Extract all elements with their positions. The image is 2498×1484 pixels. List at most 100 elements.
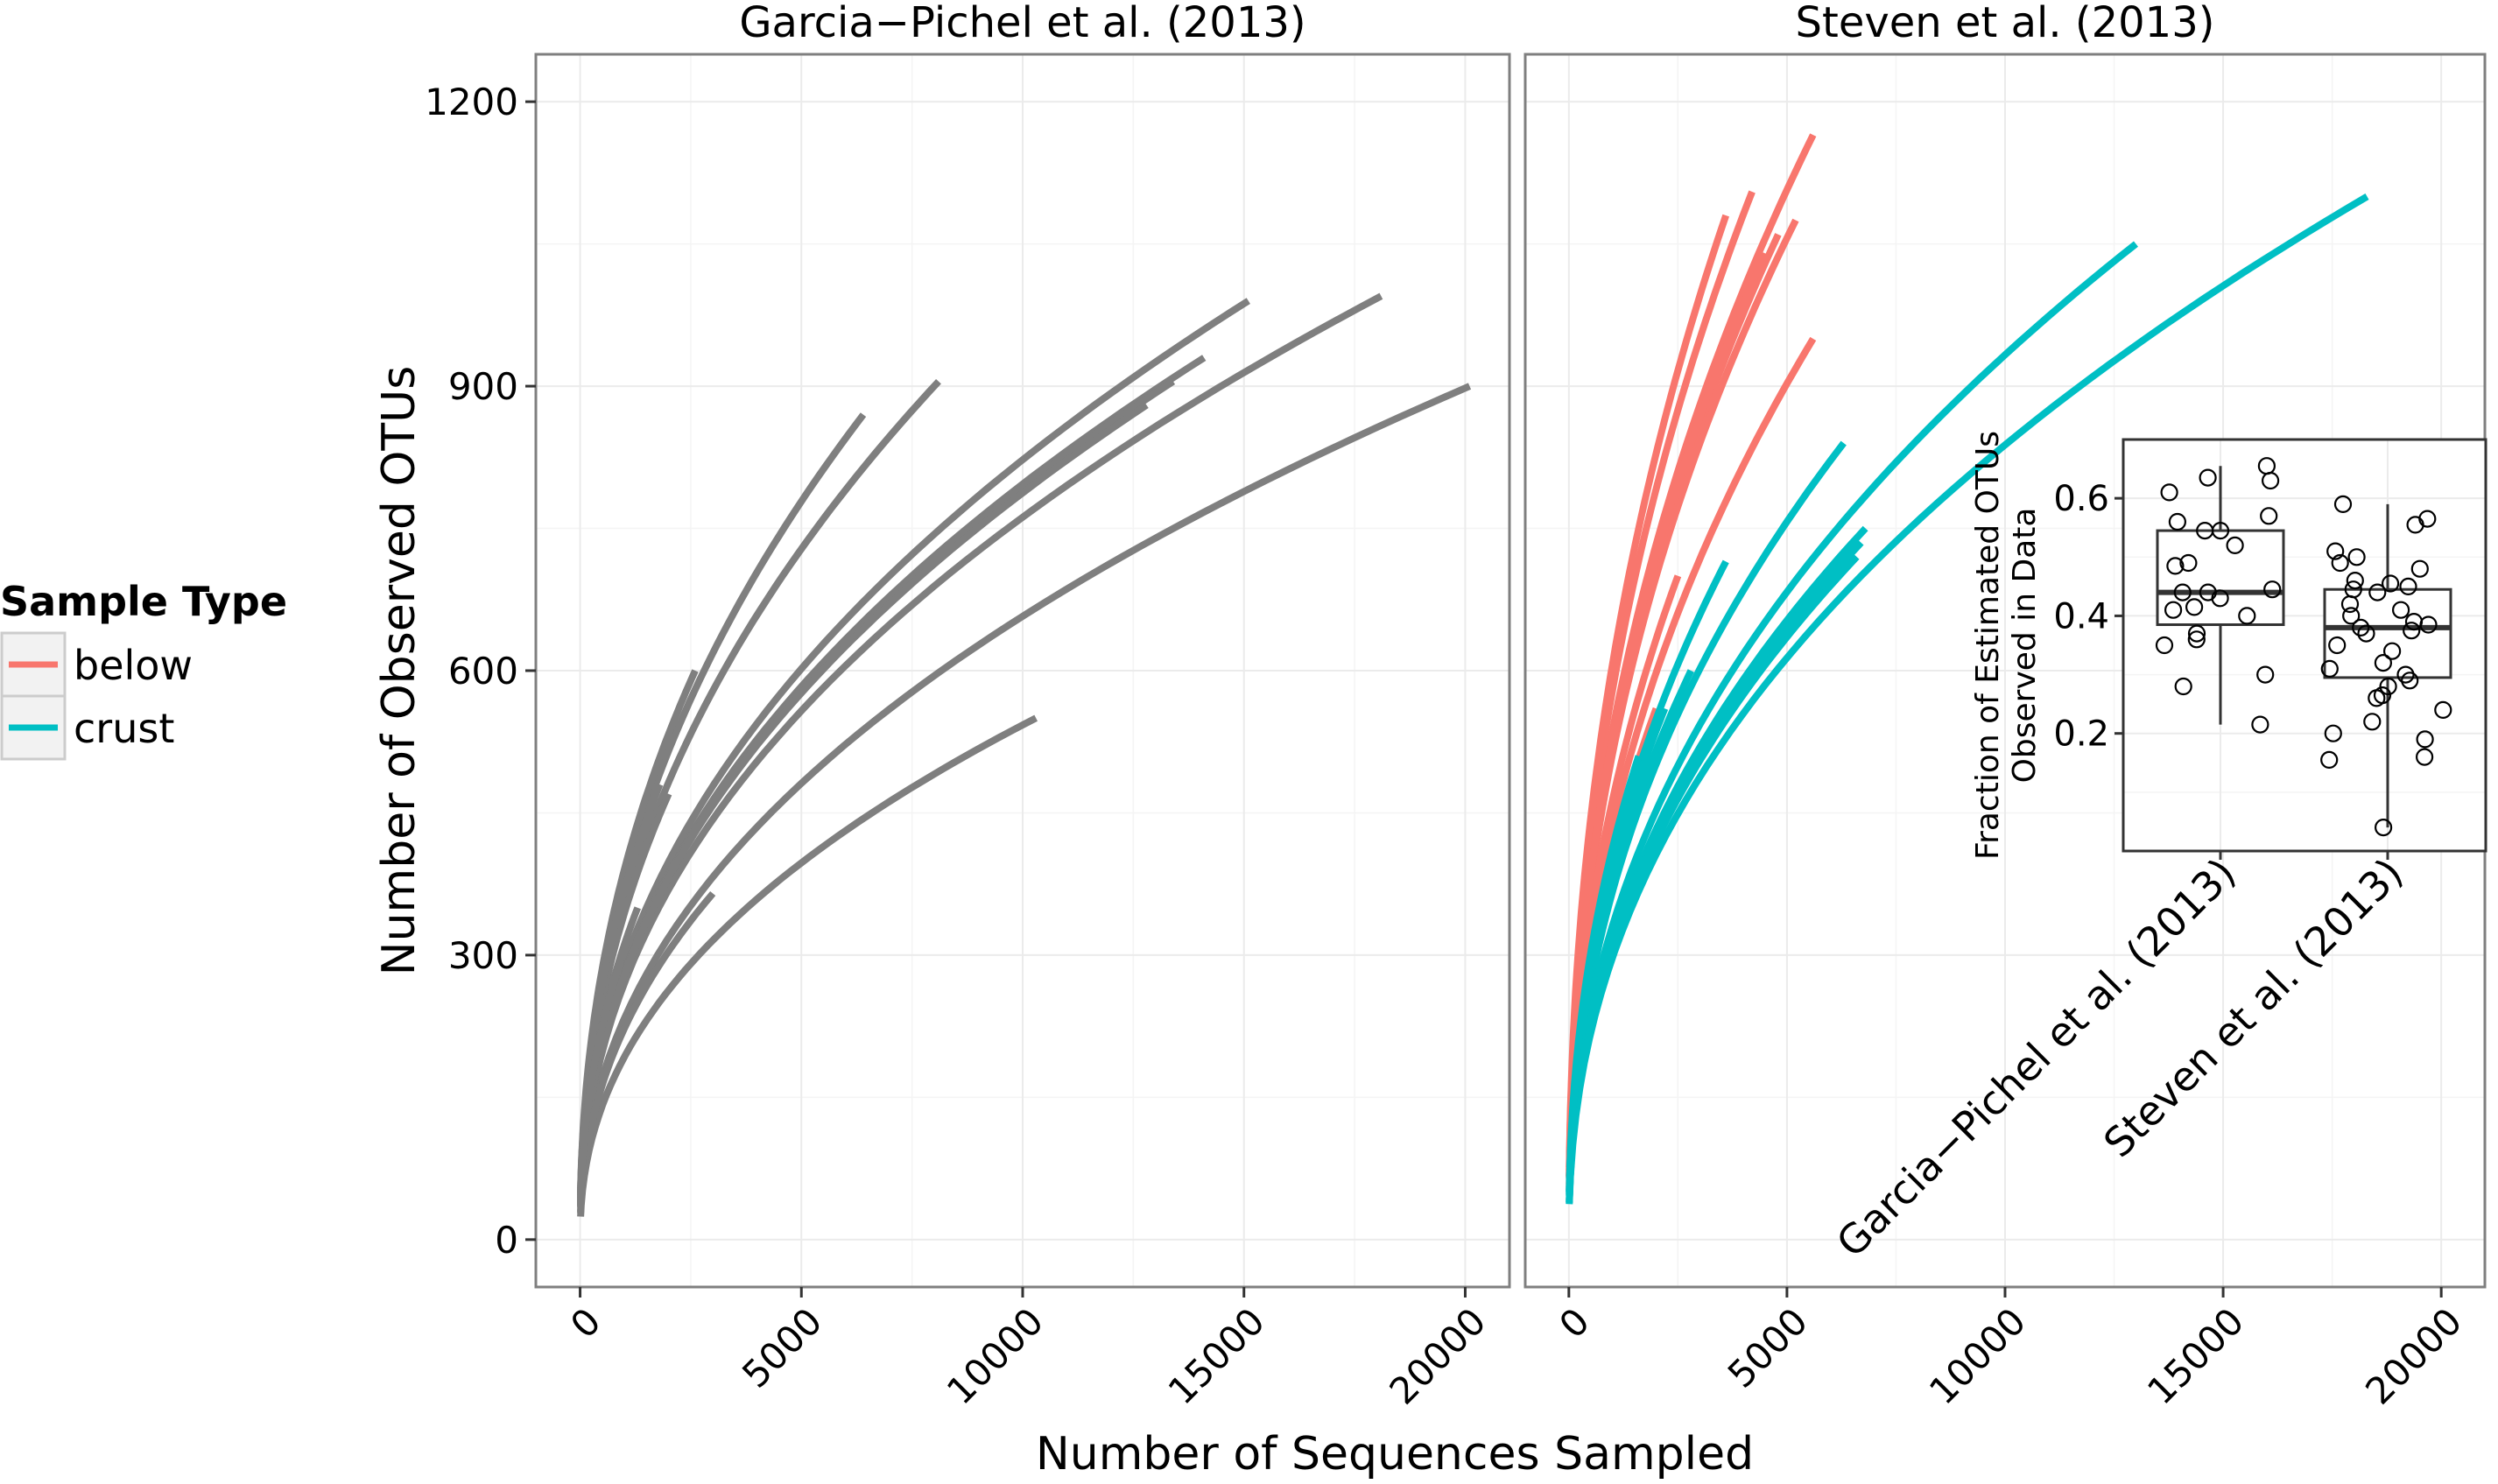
inset-point [2363, 713, 2382, 731]
inset-point [2375, 818, 2393, 837]
curve-below [1566, 251, 1769, 1177]
inset-point [2374, 653, 2392, 672]
y-tick-label: 0 [495, 1219, 518, 1262]
inset-point [2368, 583, 2387, 601]
inset-point [2262, 471, 2280, 490]
y-axis-title: Number of Observed OTUs [373, 366, 426, 976]
inset-point [2328, 636, 2347, 655]
inset-point [2419, 615, 2438, 634]
inset-box [2156, 529, 2285, 626]
inset-point [2164, 601, 2183, 619]
y-tick-label: 600 [448, 650, 518, 693]
inset-point [2416, 730, 2434, 749]
inset-point [2166, 557, 2185, 575]
curve-neutral [577, 714, 1038, 1217]
inset-point [2173, 583, 2192, 601]
inset-point [2211, 521, 2230, 540]
curve-crust [1566, 755, 1643, 1191]
inset-point [2331, 553, 2349, 573]
inset-point [2174, 677, 2192, 696]
inset-point [2346, 571, 2364, 590]
inset-point [2260, 507, 2278, 525]
x-tick-label: 5000 [1720, 1299, 1816, 1396]
legend-label-below: below [74, 642, 193, 689]
inset-point [2226, 536, 2244, 555]
inset-point [2340, 594, 2360, 614]
inset-point [2326, 542, 2345, 560]
inset-point [2199, 468, 2217, 487]
x-axis-title: Number of Sequences Sampled [1036, 1428, 1754, 1480]
inset-point [2399, 577, 2417, 596]
right-panel-title: Steven et al. (2013) [1796, 0, 2215, 47]
x-tick-label: 20000 [2357, 1299, 2470, 1412]
curve-crust [1566, 554, 1860, 1204]
inset-point [2211, 589, 2229, 608]
x-tick-label: 10000 [1921, 1299, 2034, 1412]
curve-neutral [577, 292, 1383, 1208]
legend: Sample Type below crust [0, 578, 287, 761]
curve-neutral [577, 402, 1149, 1206]
inset-point [2379, 677, 2397, 696]
legend-title: Sample Type [0, 578, 287, 625]
inset-point [2238, 607, 2256, 625]
inset-point [2410, 559, 2429, 578]
inset-point [2392, 601, 2410, 619]
inset-point [2406, 516, 2424, 534]
inset-point [2155, 636, 2174, 655]
inset-point [2368, 689, 2386, 707]
curve-neutral [577, 378, 941, 1198]
curve-neutral [577, 355, 1207, 1206]
curve-neutral [577, 383, 1472, 1213]
inset-point [2333, 495, 2353, 514]
inset-point [2324, 724, 2342, 742]
inset-x-tick-label: Steven et al. (2013) [2094, 849, 2412, 1167]
inset-point [2347, 548, 2366, 566]
x-tick-label: 15000 [2139, 1299, 2252, 1412]
x-tick-label: 20000 [1381, 1299, 1494, 1412]
inset-point [2187, 624, 2206, 643]
inset-point [2320, 659, 2339, 679]
curve-neutral [577, 890, 716, 1213]
inset-point [2382, 574, 2400, 593]
inset-point [2403, 622, 2421, 640]
inset-point [2352, 618, 2370, 637]
inset-point [2168, 512, 2186, 531]
x-tick-label: 0 [562, 1299, 609, 1347]
inset-boxes-layer [2155, 457, 2452, 837]
inset-border [2122, 438, 2487, 853]
inset-point [2251, 715, 2269, 734]
inset-point [2357, 624, 2375, 643]
inset-point [2179, 553, 2198, 573]
inset-y-title-line2: Observed in Data [2007, 508, 2043, 784]
x-tick-label: 10000 [939, 1299, 1052, 1412]
x-tick-label: 15000 [1160, 1299, 1273, 1412]
inset-point [2416, 748, 2434, 766]
inset-point [2187, 630, 2206, 649]
curve-neutral [577, 935, 632, 1205]
inset-point [2383, 642, 2402, 660]
inset-y-tick-label: 0.2 [2053, 714, 2109, 755]
y-tick-label: 900 [448, 365, 518, 408]
inset-point [2434, 700, 2452, 720]
y-tick-label: 300 [448, 934, 518, 977]
legend-label-crust: crust [74, 705, 174, 752]
curve-neutral [577, 378, 1176, 1206]
inset-y-tick-label: 0.4 [2053, 596, 2109, 637]
inset-point [2185, 598, 2204, 616]
inset-point [2263, 580, 2282, 599]
inset-y-tick-label: 0.6 [2053, 479, 2109, 519]
inset-box [2323, 587, 2452, 679]
inset-point [2256, 665, 2275, 684]
y-tick-label: 1200 [425, 81, 518, 123]
inset-point [2401, 672, 2419, 690]
x-tick-label: 0 [1551, 1299, 1598, 1347]
inset-point [2320, 750, 2339, 770]
left-panel-title: Garcia−Pichel et al. (2013) [739, 0, 1305, 47]
inset-y-title-line1: Fraction of Estimated OTUs [1970, 431, 2006, 860]
lines-layer [577, 133, 2369, 1217]
inset-point [2342, 607, 2361, 625]
x-tick-label: 5000 [734, 1299, 830, 1396]
inset-point [2160, 483, 2178, 502]
